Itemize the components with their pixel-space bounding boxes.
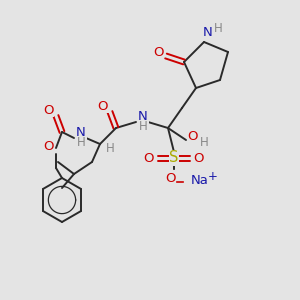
Text: O: O <box>144 152 154 164</box>
Text: H: H <box>76 136 85 149</box>
Text: O: O <box>194 152 204 164</box>
Text: +: + <box>208 169 218 182</box>
Text: O: O <box>44 140 54 154</box>
Text: H: H <box>214 22 222 34</box>
Text: N: N <box>203 26 213 40</box>
Text: O: O <box>188 130 198 143</box>
Text: O: O <box>165 172 175 184</box>
Text: Na: Na <box>191 173 209 187</box>
Text: H: H <box>200 136 208 148</box>
Text: N: N <box>138 110 148 124</box>
Text: O: O <box>98 100 108 112</box>
Text: O: O <box>43 103 53 116</box>
Text: H: H <box>106 142 114 154</box>
Text: O: O <box>153 46 163 59</box>
Text: N: N <box>76 127 86 140</box>
Text: S: S <box>169 151 179 166</box>
Text: H: H <box>139 121 147 134</box>
